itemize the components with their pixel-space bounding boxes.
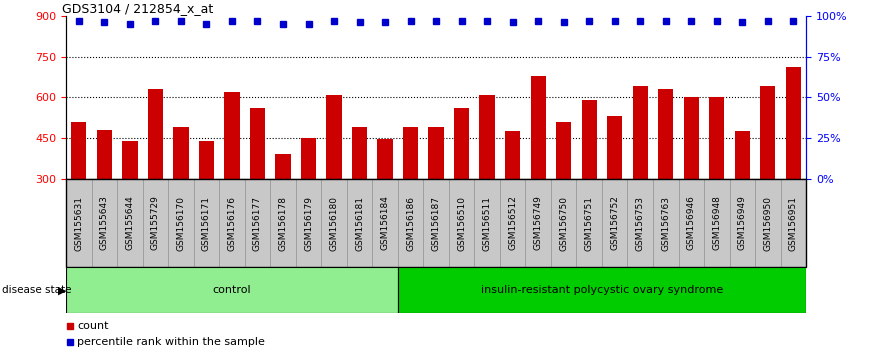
Text: GSM156184: GSM156184 — [381, 195, 389, 251]
Bar — [97, 130, 112, 260]
Text: GSM156763: GSM156763 — [662, 195, 670, 251]
Bar — [479, 95, 495, 260]
Text: GSM156946: GSM156946 — [687, 195, 696, 251]
Text: GSM155729: GSM155729 — [151, 195, 159, 251]
Bar — [735, 131, 750, 260]
Bar — [326, 95, 342, 260]
Text: GSM155631: GSM155631 — [74, 195, 84, 251]
Bar — [684, 97, 699, 260]
Text: GSM156753: GSM156753 — [636, 195, 645, 251]
Bar — [448, 179, 474, 267]
Text: GSM156176: GSM156176 — [227, 195, 236, 251]
Bar — [781, 179, 806, 267]
Bar — [66, 179, 92, 267]
Text: GSM156750: GSM156750 — [559, 195, 568, 251]
Bar — [474, 179, 500, 267]
Bar — [704, 179, 729, 267]
Text: disease state: disease state — [2, 285, 71, 295]
Text: GSM156949: GSM156949 — [737, 195, 747, 251]
Bar — [424, 179, 448, 267]
Bar — [92, 179, 117, 267]
Bar — [633, 86, 648, 260]
Bar — [66, 267, 398, 313]
Bar — [270, 179, 296, 267]
Bar — [551, 179, 576, 267]
Bar — [276, 154, 291, 260]
Bar — [377, 139, 393, 260]
Text: GSM156749: GSM156749 — [534, 195, 543, 251]
Text: GSM156948: GSM156948 — [713, 195, 722, 251]
Bar — [347, 179, 373, 267]
Bar — [786, 68, 801, 260]
Bar — [454, 108, 470, 260]
Bar — [500, 179, 525, 267]
Bar — [602, 179, 627, 267]
Bar — [658, 89, 673, 260]
Bar — [245, 179, 270, 267]
Bar — [678, 179, 704, 267]
Text: GSM156178: GSM156178 — [278, 195, 287, 251]
Bar — [296, 179, 322, 267]
Text: GSM156512: GSM156512 — [508, 195, 517, 251]
Text: GSM156752: GSM156752 — [611, 195, 619, 251]
Bar — [122, 141, 137, 260]
Bar — [530, 76, 546, 260]
Bar — [428, 127, 444, 260]
Bar — [322, 179, 347, 267]
Text: GSM155643: GSM155643 — [100, 195, 109, 251]
Bar — [581, 100, 596, 260]
Bar — [755, 179, 781, 267]
Text: percentile rank within the sample: percentile rank within the sample — [78, 337, 265, 347]
Bar — [300, 138, 316, 260]
Text: GSM156186: GSM156186 — [406, 195, 415, 251]
Bar — [525, 179, 551, 267]
Bar — [373, 179, 398, 267]
Text: GSM156510: GSM156510 — [457, 195, 466, 251]
Bar — [403, 127, 418, 260]
Bar — [250, 108, 265, 260]
Bar — [71, 122, 86, 260]
Bar — [627, 179, 653, 267]
Text: GSM155644: GSM155644 — [125, 196, 135, 250]
Bar — [168, 179, 194, 267]
Text: GSM156179: GSM156179 — [304, 195, 313, 251]
Text: GSM156177: GSM156177 — [253, 195, 262, 251]
Text: GSM156170: GSM156170 — [176, 195, 185, 251]
Bar — [194, 179, 219, 267]
Bar — [653, 179, 678, 267]
Bar — [729, 179, 755, 267]
Bar — [219, 179, 245, 267]
Text: GDS3104 / 212854_x_at: GDS3104 / 212854_x_at — [63, 2, 213, 15]
Bar — [709, 97, 724, 260]
Bar — [576, 179, 602, 267]
Text: GSM156951: GSM156951 — [788, 195, 798, 251]
Bar — [505, 131, 521, 260]
Text: insulin-resistant polycystic ovary syndrome: insulin-resistant polycystic ovary syndr… — [481, 285, 723, 295]
Bar — [607, 116, 622, 260]
Bar — [174, 127, 189, 260]
Bar — [760, 86, 775, 260]
Text: count: count — [78, 321, 108, 331]
Bar — [117, 179, 143, 267]
Bar — [199, 141, 214, 260]
Text: GSM156751: GSM156751 — [585, 195, 594, 251]
Text: GSM156181: GSM156181 — [355, 195, 364, 251]
Text: control: control — [212, 285, 251, 295]
Text: GSM156180: GSM156180 — [329, 195, 338, 251]
Bar — [398, 267, 806, 313]
Bar — [352, 127, 367, 260]
Text: GSM156187: GSM156187 — [432, 195, 440, 251]
Bar — [143, 179, 168, 267]
Text: GSM156171: GSM156171 — [202, 195, 211, 251]
Bar — [398, 179, 424, 267]
Text: GSM156511: GSM156511 — [483, 195, 492, 251]
Bar — [225, 92, 240, 260]
Bar — [148, 89, 163, 260]
Text: ▶: ▶ — [58, 285, 67, 295]
Text: GSM156950: GSM156950 — [763, 195, 773, 251]
Bar — [556, 122, 572, 260]
